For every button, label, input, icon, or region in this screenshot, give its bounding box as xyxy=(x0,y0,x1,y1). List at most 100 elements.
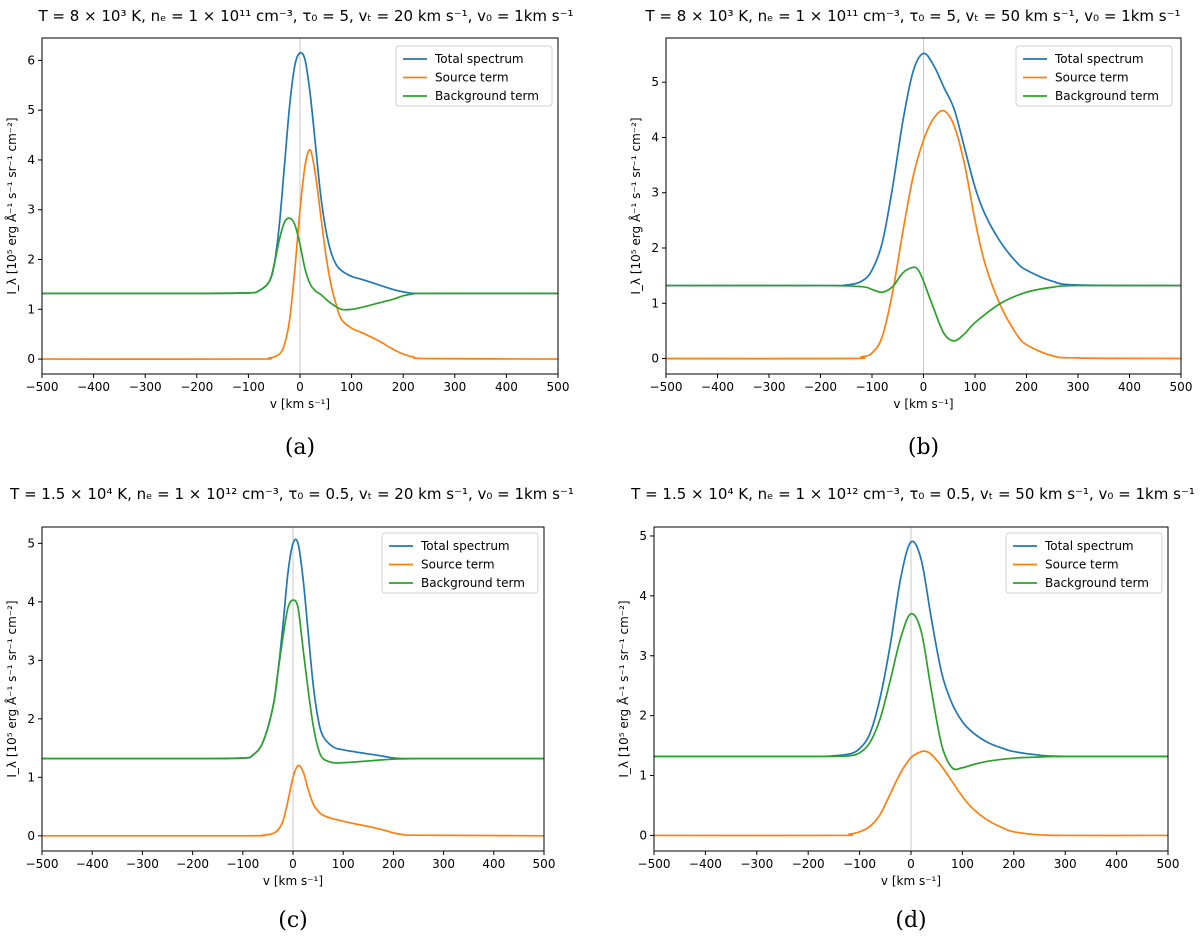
x-tick-label: 200 xyxy=(1002,857,1025,871)
x-axis-label: v [km s⁻¹] xyxy=(893,397,953,411)
x-tick-label: 100 xyxy=(332,857,355,871)
x-tick-label: 500 xyxy=(547,380,570,394)
y-tick-label: 3 xyxy=(27,653,35,667)
series-line-background-term xyxy=(42,599,544,764)
legend: Total spectrum Source term Background term xyxy=(395,45,553,107)
legend-entry: Background term xyxy=(1045,576,1149,590)
x-tick-label: −100 xyxy=(226,857,259,871)
x-tick-label: 300 xyxy=(1054,857,1077,871)
x-tick-label: −500 xyxy=(650,380,683,394)
x-tick-label: 100 xyxy=(951,857,974,871)
x-tick-label: 400 xyxy=(1105,857,1128,871)
x-tick-label: −400 xyxy=(76,857,109,871)
legend: Total spectrum Source term Background term xyxy=(1015,45,1173,107)
y-tick-label: 2 xyxy=(27,712,35,726)
series-line-total-spectrum xyxy=(654,540,1168,758)
x-tick-label: 500 xyxy=(1170,380,1193,394)
legend-box xyxy=(395,45,553,107)
y-tick-label: 1 xyxy=(27,302,35,316)
x-tick-label: −400 xyxy=(701,380,734,394)
legend-entry: Total spectrum xyxy=(420,539,510,553)
series-line-source-term xyxy=(654,750,1168,837)
panel-title: T = 8 × 10³ K, nₑ = 1 × 10¹¹ cm⁻³, τ₀ = … xyxy=(644,7,1180,25)
y-tick-label: 1 xyxy=(27,770,35,784)
y-axis-label: I_λ [10⁵ erg Å⁻¹ s⁻¹ sr⁻¹ cm⁻²] xyxy=(628,117,643,294)
legend: Total spectrum Source term Background term xyxy=(381,532,539,594)
panel-caption: (b) xyxy=(908,435,939,460)
x-tick-label: −200 xyxy=(804,380,837,394)
y-tick-label: 1 xyxy=(639,769,647,783)
x-tick-label: 300 xyxy=(432,857,455,871)
y-tick-label: 5 xyxy=(651,75,659,89)
x-tick-label: 0 xyxy=(296,380,304,394)
x-tick-label: −300 xyxy=(753,380,786,394)
y-tick-label: 6 xyxy=(27,53,35,67)
y-tick-label: 4 xyxy=(27,595,35,609)
y-tick-label: 2 xyxy=(651,241,659,255)
series-line-source-term xyxy=(42,148,558,360)
panel-a: T = 8 × 10³ K, nₑ = 1 × 10¹¹ cm⁻³, τ₀ = … xyxy=(4,7,574,460)
x-tick-label: 300 xyxy=(1067,380,1090,394)
panel-b: T = 8 × 10³ K, nₑ = 1 × 10¹¹ cm⁻³, τ₀ = … xyxy=(628,7,1192,460)
y-tick-label: 1 xyxy=(651,296,659,310)
x-tick-label: 300 xyxy=(443,380,466,394)
x-tick-label: −100 xyxy=(856,380,889,394)
series-line-total-spectrum xyxy=(666,52,1181,287)
x-tick-label: −100 xyxy=(843,857,876,871)
y-tick-label: 4 xyxy=(651,130,659,144)
x-tick-label: −100 xyxy=(232,380,265,394)
x-axis-label: v [km s⁻¹] xyxy=(881,874,941,888)
legend-entry: Background term xyxy=(435,89,539,103)
panel-title: T = 1.5 × 10⁴ K, nₑ = 1 × 10¹² cm⁻³, τ₀ … xyxy=(630,485,1195,503)
x-tick-label: 200 xyxy=(1015,380,1038,394)
x-tick-label: −200 xyxy=(176,857,209,871)
y-tick-label: 4 xyxy=(27,153,35,167)
y-tick-label: 4 xyxy=(639,589,647,603)
legend-box xyxy=(381,532,539,594)
y-tick-label: 0 xyxy=(27,829,35,843)
legend-box xyxy=(1015,45,1173,107)
y-tick-label: 5 xyxy=(27,536,35,550)
x-tick-label: 100 xyxy=(964,380,987,394)
legend-entry: Source term xyxy=(1045,558,1119,572)
panel-caption: (a) xyxy=(285,435,315,460)
series-line-source-term xyxy=(666,109,1181,360)
x-tick-label: −300 xyxy=(126,857,159,871)
y-tick-label: 0 xyxy=(639,828,647,842)
legend-entry: Background term xyxy=(421,576,525,590)
y-tick-label: 2 xyxy=(639,709,647,723)
legend: Total spectrum Source term Background term xyxy=(1005,532,1163,594)
legend-entry: Total spectrum xyxy=(1054,52,1144,66)
x-tick-label: 400 xyxy=(1118,380,1141,394)
y-tick-label: 0 xyxy=(651,352,659,366)
series-line-background-term xyxy=(42,217,558,311)
legend-entry: Source term xyxy=(435,71,509,85)
y-axis-label: I_λ [10⁵ erg Å⁻¹ s⁻¹ sr⁻¹ cm⁻²] xyxy=(616,600,631,777)
legend-entry: Background term xyxy=(1055,89,1159,103)
x-tick-label: 400 xyxy=(495,380,518,394)
legend-entry: Source term xyxy=(1055,71,1129,85)
x-tick-label: 0 xyxy=(289,857,297,871)
panel-title: T = 8 × 10³ K, nₑ = 1 × 10¹¹ cm⁻³, τ₀ = … xyxy=(37,7,573,25)
x-tick-label: 100 xyxy=(340,380,363,394)
y-tick-label: 3 xyxy=(27,203,35,217)
legend-entry: Source term xyxy=(421,558,495,572)
x-tick-label: 200 xyxy=(382,857,405,871)
x-tick-label: −500 xyxy=(26,380,59,394)
series-line-source-term xyxy=(42,764,544,837)
legend-box xyxy=(1005,532,1163,594)
panel-c: T = 1.5 × 10⁴ K, nₑ = 1 × 10¹² cm⁻³, τ₀ … xyxy=(4,485,574,933)
x-tick-label: 200 xyxy=(392,380,415,394)
x-tick-label: −400 xyxy=(689,857,722,871)
x-tick-label: −200 xyxy=(792,857,825,871)
y-axis-label: I_λ [10⁵ erg Å⁻¹ s⁻¹ sr⁻¹ cm⁻²] xyxy=(4,600,19,777)
y-tick-label: 3 xyxy=(639,649,647,663)
series-line-background-term xyxy=(654,612,1168,771)
x-tick-label: 500 xyxy=(1157,857,1180,871)
x-tick-label: −400 xyxy=(77,380,110,394)
legend-entry: Total spectrum xyxy=(1044,539,1134,553)
y-tick-label: 2 xyxy=(27,253,35,267)
panel-caption: (d) xyxy=(895,908,926,933)
legend-entry: Total spectrum xyxy=(434,52,524,66)
y-tick-label: 5 xyxy=(639,529,647,543)
